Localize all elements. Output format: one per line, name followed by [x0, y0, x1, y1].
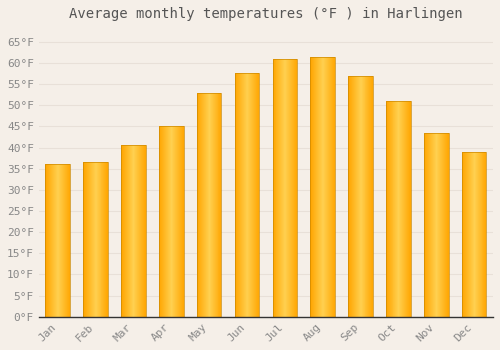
Bar: [84, 162, 108, 317]
Bar: [159, 126, 184, 317]
Bar: [386, 101, 410, 317]
Bar: [348, 76, 373, 317]
Bar: [46, 164, 70, 317]
Bar: [424, 133, 448, 317]
Title: Average monthly temperatures (°F ) in Harlingen: Average monthly temperatures (°F ) in Ha…: [69, 7, 462, 21]
Bar: [234, 74, 260, 317]
Bar: [272, 59, 297, 317]
Bar: [121, 145, 146, 317]
Bar: [197, 92, 222, 317]
Bar: [310, 57, 335, 317]
Bar: [462, 152, 486, 317]
